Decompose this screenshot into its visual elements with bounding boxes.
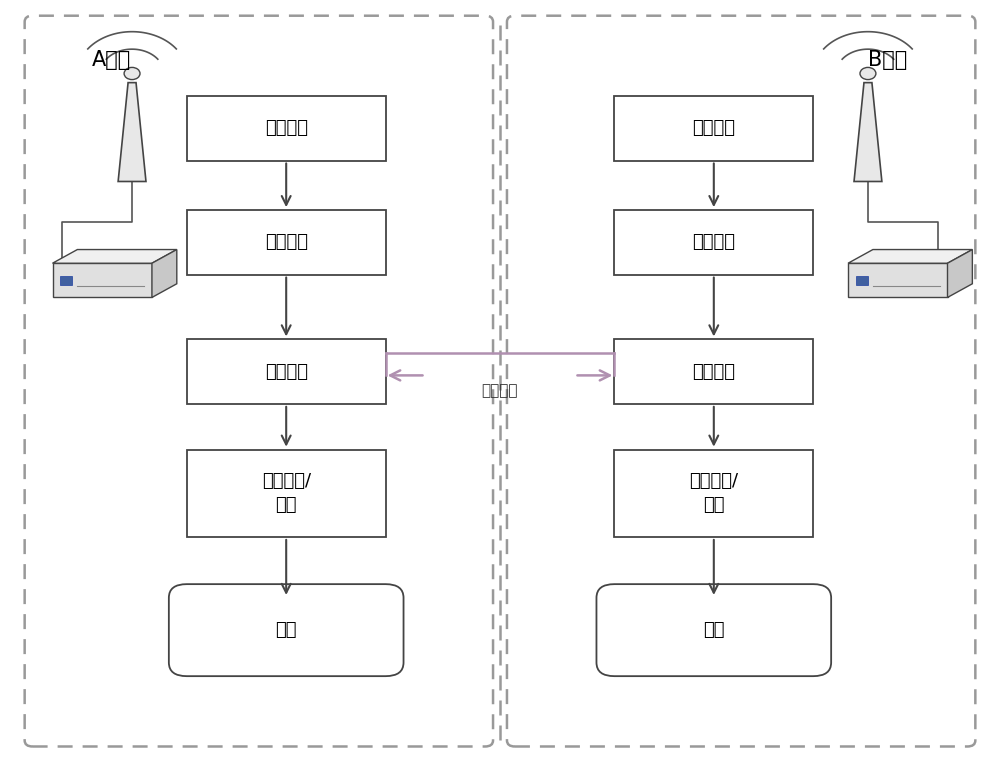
Text: 双方握手: 双方握手 xyxy=(265,362,308,381)
Text: 双方握手: 双方握手 xyxy=(692,362,735,381)
Text: 结束: 结束 xyxy=(703,621,725,639)
Text: 信号发送/
接收: 信号发送/ 接收 xyxy=(262,473,311,514)
FancyBboxPatch shape xyxy=(187,339,386,404)
Text: A节点: A节点 xyxy=(92,50,132,70)
Polygon shape xyxy=(118,83,146,182)
FancyBboxPatch shape xyxy=(614,210,813,275)
Text: 信号发送/
接收: 信号发送/ 接收 xyxy=(689,473,738,514)
FancyBboxPatch shape xyxy=(507,16,975,747)
Polygon shape xyxy=(53,250,177,264)
Polygon shape xyxy=(854,83,882,182)
FancyBboxPatch shape xyxy=(187,210,386,275)
FancyBboxPatch shape xyxy=(169,584,404,676)
FancyBboxPatch shape xyxy=(60,276,72,285)
Circle shape xyxy=(124,67,140,80)
Text: 空中授时: 空中授时 xyxy=(265,234,308,251)
FancyBboxPatch shape xyxy=(614,96,813,161)
Circle shape xyxy=(860,67,876,80)
Text: B节点: B节点 xyxy=(868,50,908,70)
Text: 结束: 结束 xyxy=(275,621,297,639)
Polygon shape xyxy=(848,250,972,264)
Polygon shape xyxy=(152,250,177,297)
FancyBboxPatch shape xyxy=(596,584,831,676)
FancyBboxPatch shape xyxy=(856,276,868,285)
Polygon shape xyxy=(948,250,972,297)
Text: 空中授时: 空中授时 xyxy=(692,234,735,251)
Text: 系统上电: 系统上电 xyxy=(265,119,308,137)
FancyBboxPatch shape xyxy=(614,339,813,404)
Text: 相互确认: 相互确认 xyxy=(482,383,518,398)
FancyBboxPatch shape xyxy=(187,96,386,161)
Polygon shape xyxy=(848,264,948,297)
FancyBboxPatch shape xyxy=(614,450,813,537)
Text: 系统上电: 系统上电 xyxy=(692,119,735,137)
FancyBboxPatch shape xyxy=(25,16,493,747)
FancyBboxPatch shape xyxy=(187,450,386,537)
Polygon shape xyxy=(53,264,152,297)
